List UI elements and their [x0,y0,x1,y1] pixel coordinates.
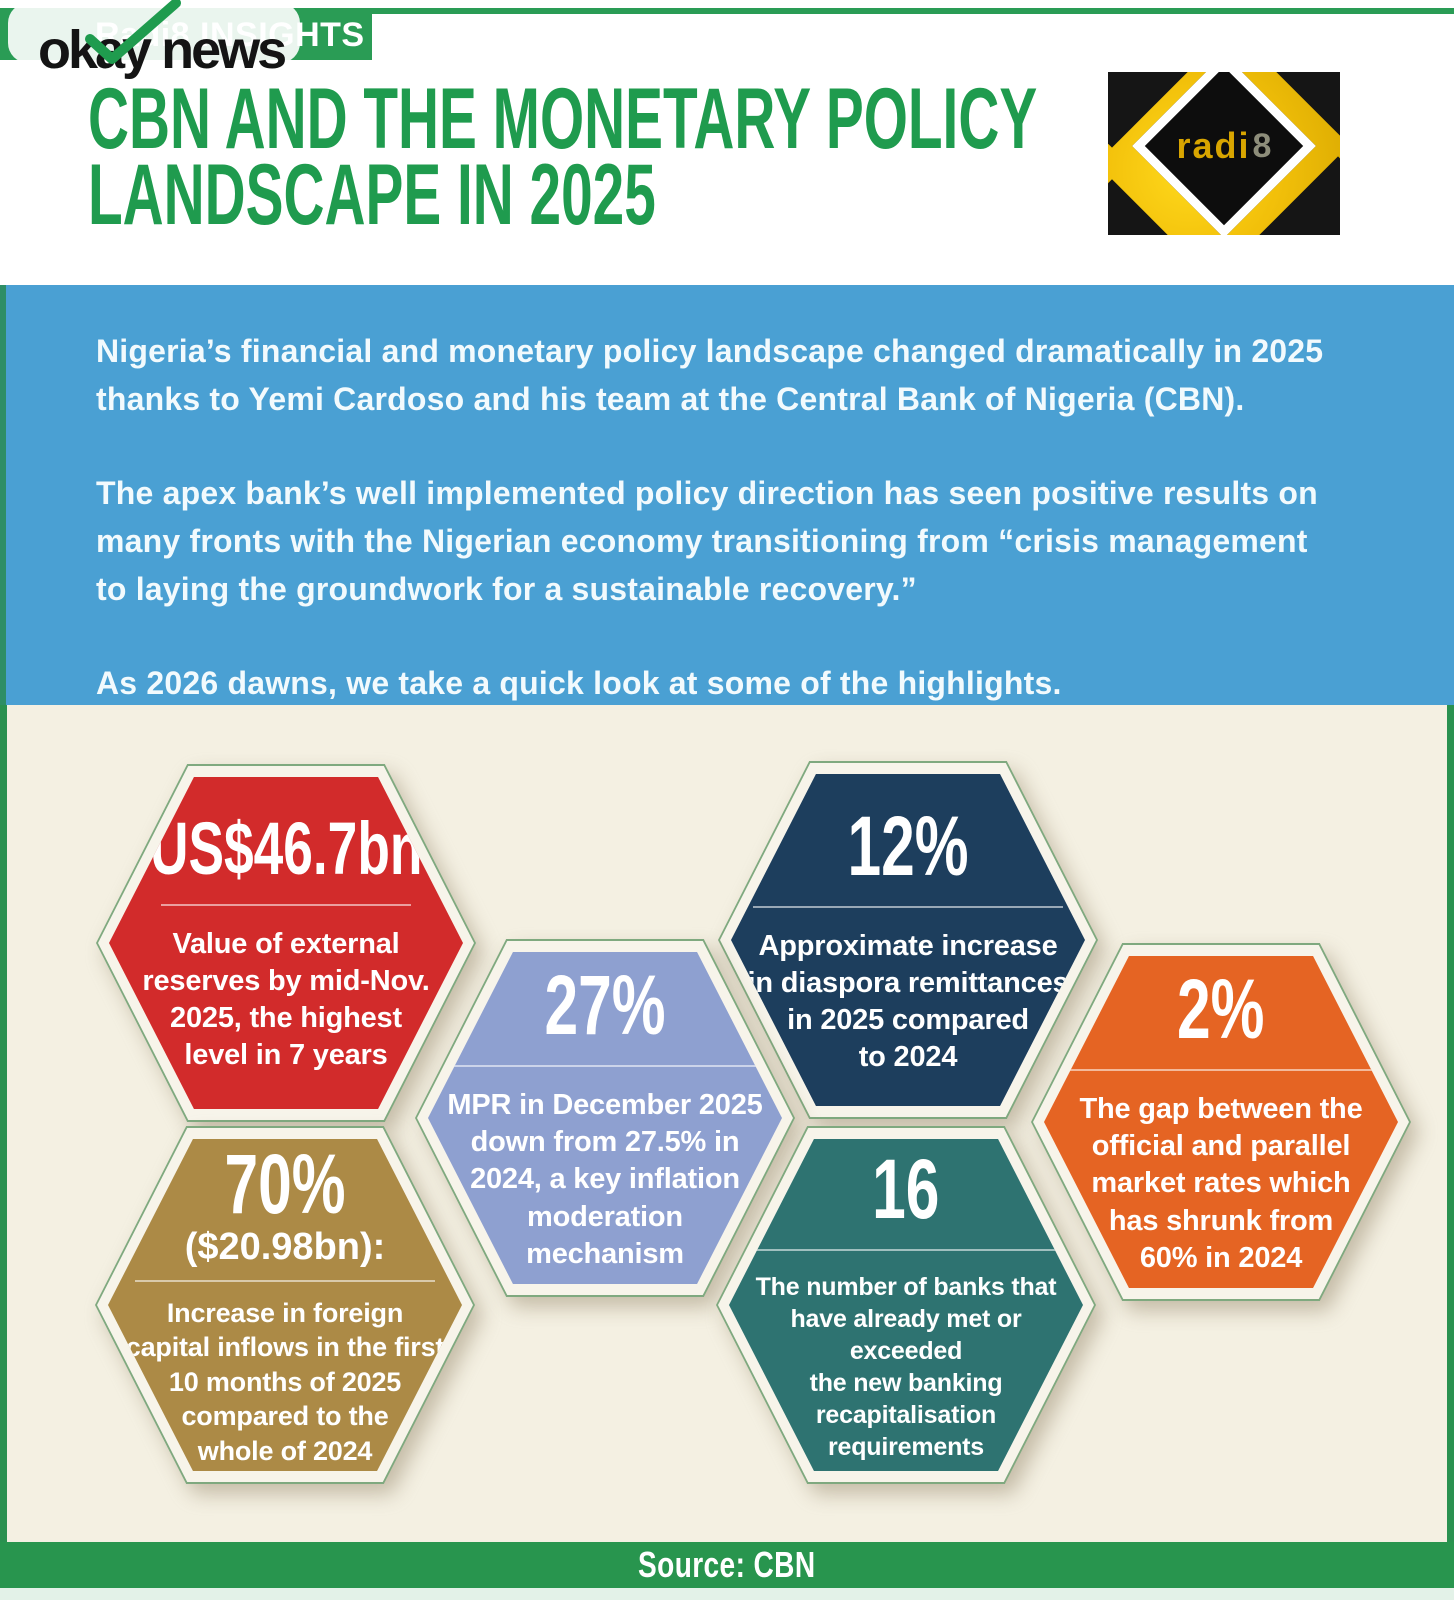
check-icon [85,0,181,64]
title-line-1: CBN AND THE MONETARY POLICY [88,71,1038,167]
top-accent-line [0,8,1454,14]
intro-paragraph-3: As 2026 dawns, we take a quick look at s… [96,665,1062,701]
stat-subvalue: ($20.98bn): [184,1225,386,1268]
stat-value: 70% [224,1136,346,1231]
intro-paragraph-2: The apex bank’s well implemented policy … [96,475,1318,607]
stat-hex-banks-recapitalised: 16 The number of banks that have already… [716,1126,1096,1484]
stat-value: 12% [847,798,969,893]
stat-description: Increase in foreign capital inflows in t… [125,1297,445,1466]
radi8-logo-eight: 8 [1252,126,1272,165]
stat-description: The number of banks that have already me… [755,1273,1057,1461]
divider [753,905,1063,908]
stat-description: The gap between the official and paralle… [1079,1093,1363,1274]
divider [135,1279,435,1282]
stat-description: MPR in December 2025 down from 27.5% in … [447,1089,763,1270]
stat-hex-mpr: 27% MPR in December 2025 down from 27.5%… [415,939,795,1297]
stat-description: Approximate increase in diaspora remitta… [747,929,1069,1074]
stat-hex-diaspora-remittances: 12% Approximate increase in diaspora rem… [718,761,1098,1119]
stat-hex-external-reserves: US$46.7bn Value of external reserves by … [96,764,476,1122]
stat-hex-capital-inflows: 70% ($20.98bn): Increase in foreign capi… [95,1126,475,1484]
intro-paragraph-1: Nigeria’s financial and monetary policy … [96,333,1324,417]
intro-section: Nigeria’s financial and monetary policy … [0,285,1454,705]
stat-value: 16 [872,1142,940,1236]
stat-value: 2% [1177,962,1265,1057]
stat-value: 27% [544,958,666,1053]
okay-news-logo-card: okay news [8,0,300,80]
stat-value: US$46.7bn [149,806,423,890]
radi8-logo: radi 8 [1108,72,1340,235]
bottom-strip [0,1588,1454,1600]
title-line-2: LANDSCAPE IN 2025 [88,146,656,243]
source-footer: Source: CBN [0,1542,1454,1588]
divider [746,1249,1066,1251]
divider [161,903,411,906]
stat-description: Value of external reserves by mid-Nov. 2… [142,927,430,1072]
stats-section: US$46.7bn Value of external reserves by … [0,705,1454,1542]
radi8-logo-text: radi [1176,125,1251,166]
stat-hex-fx-rate-gap: 2% The gap between the official and para… [1031,943,1411,1301]
okay-news-logo: okay news [38,20,287,80]
source-label: Source: CBN [638,1544,816,1585]
divider [445,1065,765,1068]
page-title: CBN AND THE MONETARY POLICY LANDSCAPE IN… [88,71,1454,243]
divider [1061,1069,1381,1072]
